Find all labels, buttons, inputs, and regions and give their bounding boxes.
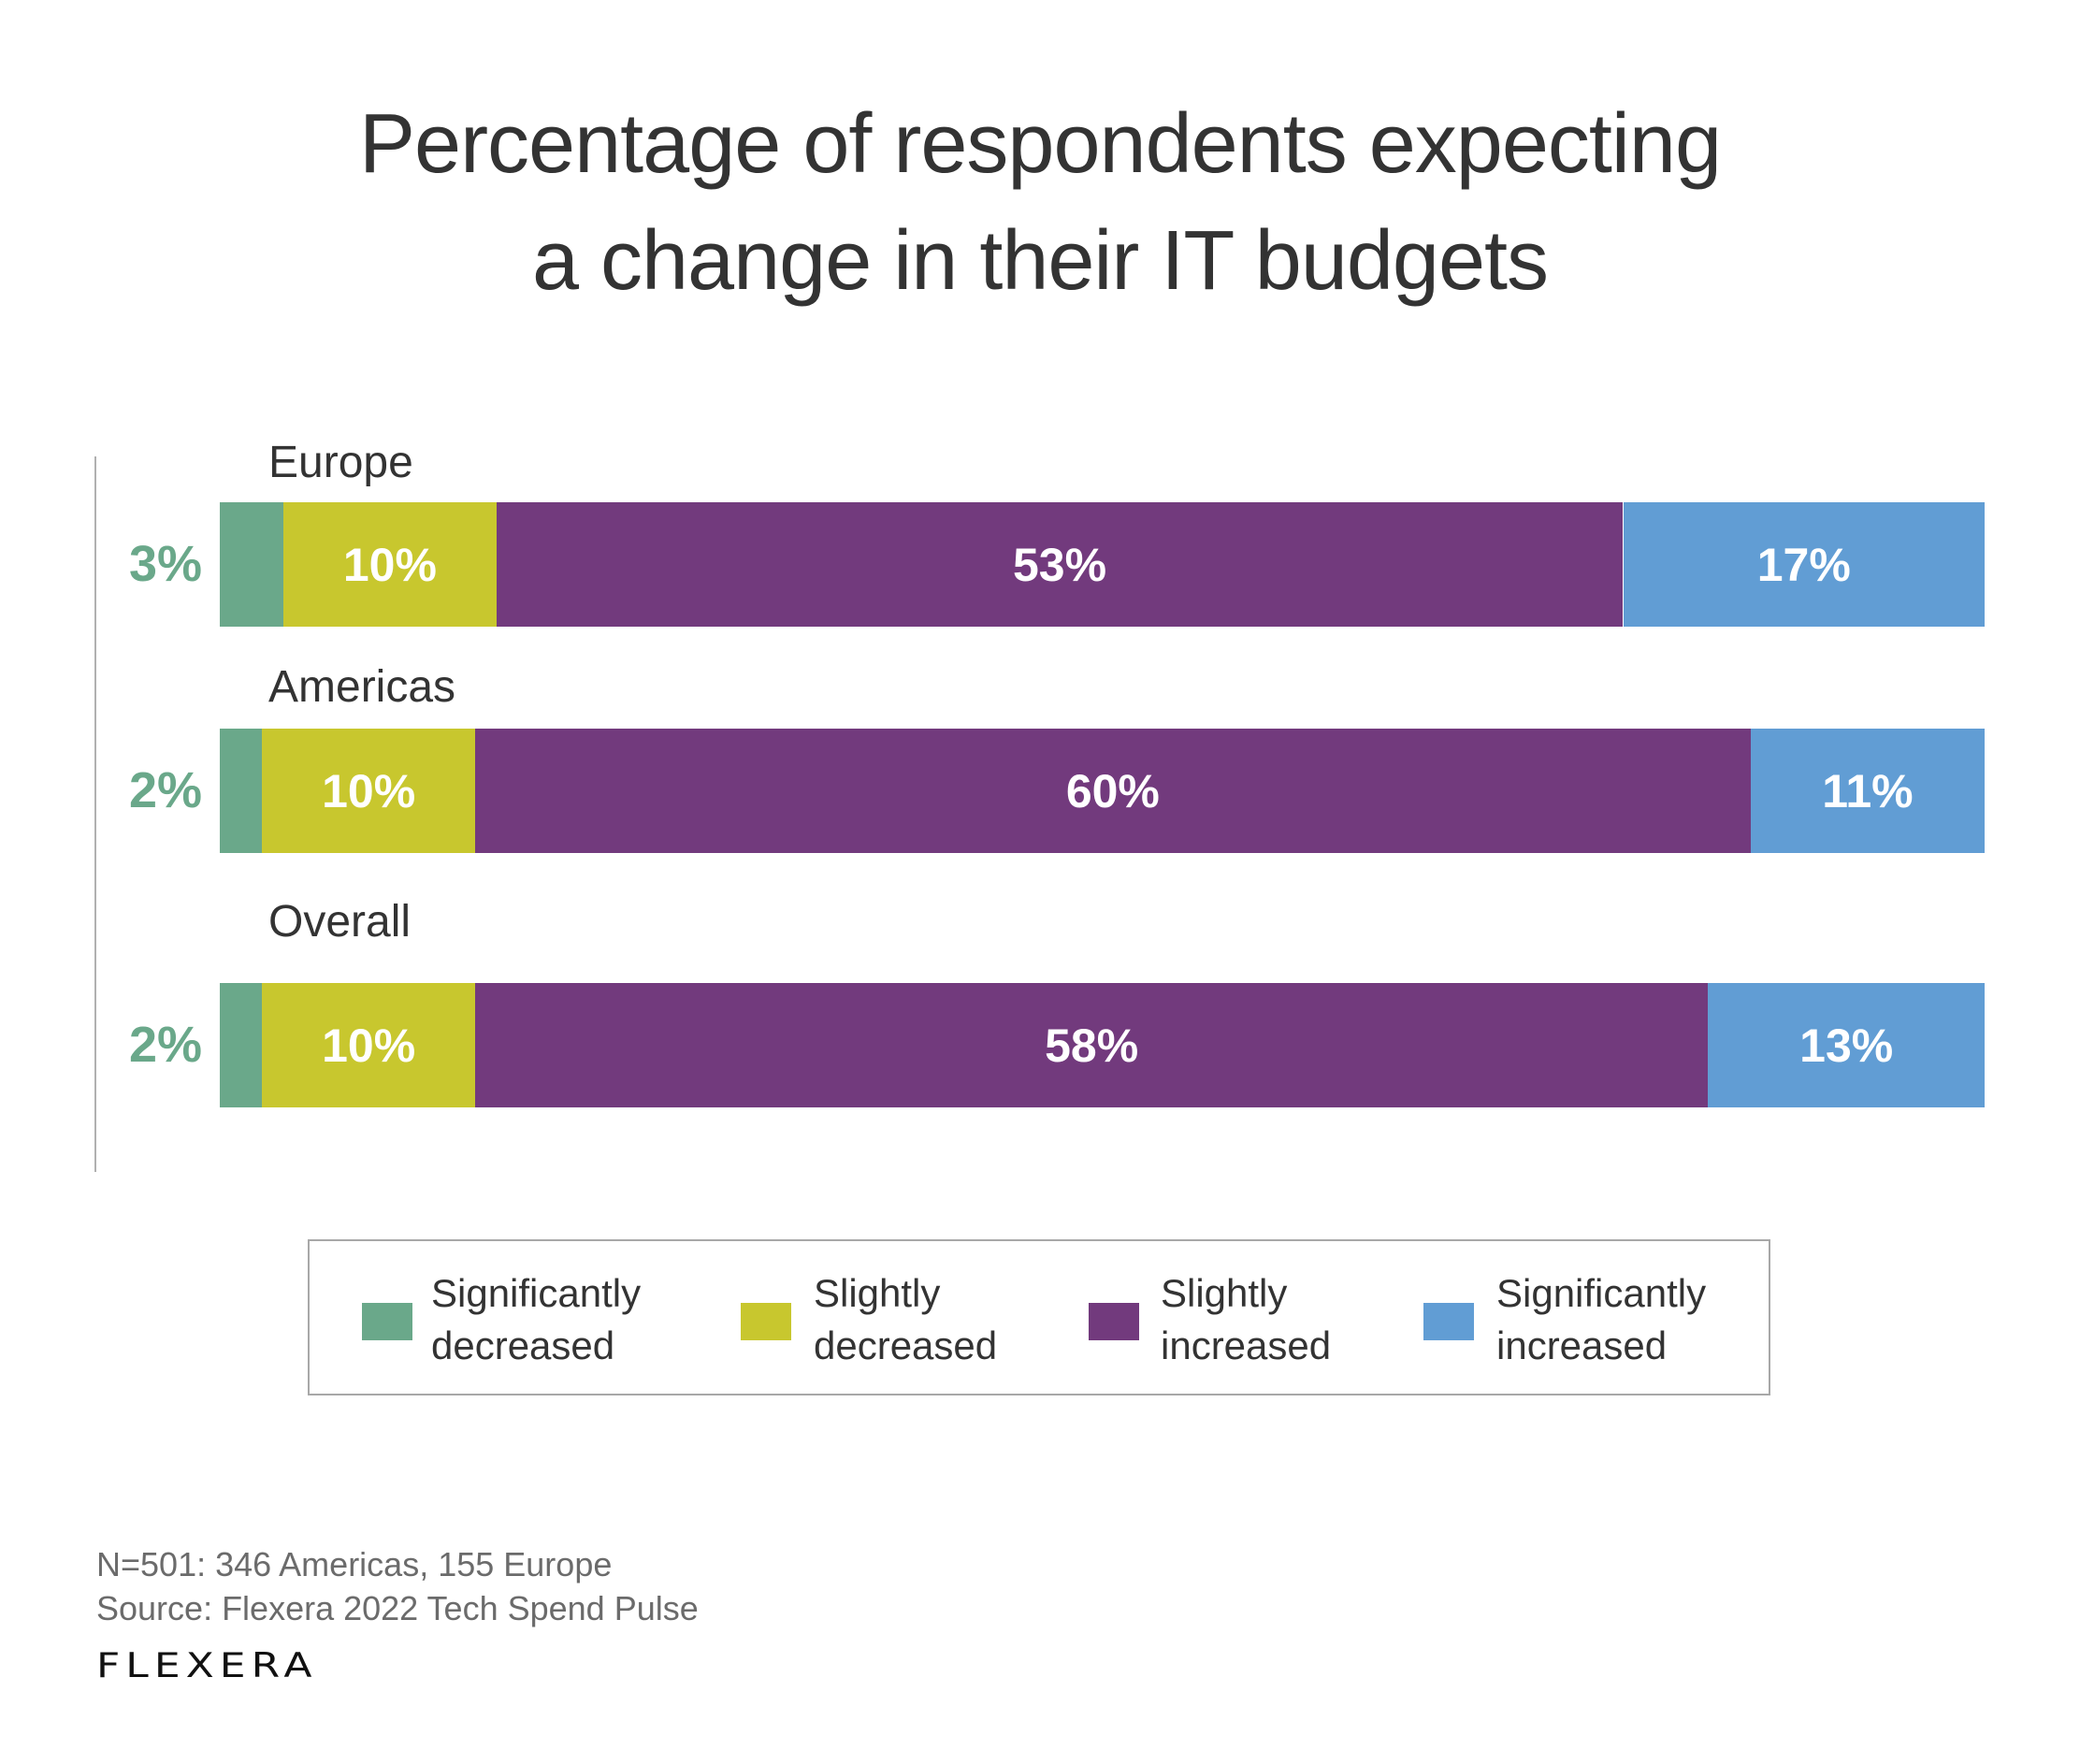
legend-label: Slightly increased [1161,1267,1331,1372]
chart-title-line-2: a change in their IT budgets [531,214,1549,308]
sample-size-note: N=501: 346 Americas, 155 Europe [96,1545,613,1583]
data-label: 53% [1012,538,1107,591]
bar-segment-overall-significantly-increased: 13% [1708,983,1985,1107]
bar-europe: 10% 53% 17% [220,502,1985,627]
bar-segment-overall-slightly-increased: 58% [474,983,1709,1107]
bar-overall: 10% 58% 13% [220,983,1985,1107]
data-label: 10% [342,538,437,591]
legend-label-line-1: Slightly [1161,1271,1288,1315]
category-label-americas: Americas [268,662,456,712]
legend-swatch [1089,1303,1139,1340]
category-label-europe: Europe [268,438,413,487]
data-label: 17% [1756,538,1851,591]
legend-label-line-1: Significantly [1496,1271,1707,1315]
category-axis-line [94,456,96,1172]
legend-swatch [741,1303,791,1340]
chart-title: Percentage of respondents expecting a ch… [0,86,2080,320]
bar-segment-europe-significantly-increased: 17% [1623,502,1985,627]
data-label: 11% [1822,764,1914,817]
legend-label-line-2: increased [1496,1323,1668,1367]
data-label: 10% [322,1019,416,1072]
legend-label: Significantly decreased [431,1267,641,1372]
data-label: 58% [1045,1019,1139,1072]
legend-swatch [362,1303,412,1340]
bar-segment-europe-slightly-increased: 53% [496,502,1624,627]
legend-label-line-1: Significantly [431,1271,642,1315]
legend-label-line-2: increased [1161,1323,1332,1367]
bar-americas: 10% 60% 11% [220,729,1985,853]
legend-label-line-1: Slightly [814,1271,941,1315]
bar-segment-americas-slightly-decreased: 10% [262,729,475,853]
bar-segment-americas-significantly-decreased [220,729,263,853]
data-label: 10% [322,764,416,817]
data-label: 60% [1065,764,1160,817]
bar-segment-americas-slightly-increased: 60% [474,729,1751,853]
legend-label: Slightly decreased [814,1267,997,1372]
bar-segment-europe-significantly-decreased [220,502,284,627]
legend-label-line-2: decreased [431,1323,615,1367]
bar-segment-overall-significantly-decreased [220,983,263,1107]
legend-label-line-2: decreased [814,1323,998,1367]
data-label: 13% [1799,1019,1894,1072]
data-label-outside-americas: 2% [128,762,202,818]
data-label-outside-overall: 2% [128,1017,202,1073]
source-note: Source: Flexera 2022 Tech Spend Pulse [96,1589,699,1627]
legend-label: Significantly increased [1496,1267,1706,1372]
chart-title-line-1: Percentage of respondents expecting [358,97,1722,191]
flexera-logo: flexera [96,1646,318,1685]
bar-segment-europe-slightly-decreased: 10% [283,502,497,627]
bar-segment-overall-slightly-decreased: 10% [262,983,475,1107]
bar-segment-americas-significantly-increased: 11% [1750,729,1985,853]
data-label-outside-europe: 3% [128,536,202,592]
legend-swatch [1423,1303,1474,1340]
legend: Significantly decreased Slightly decreas… [308,1239,1770,1395]
category-label-overall: Overall [268,897,412,947]
